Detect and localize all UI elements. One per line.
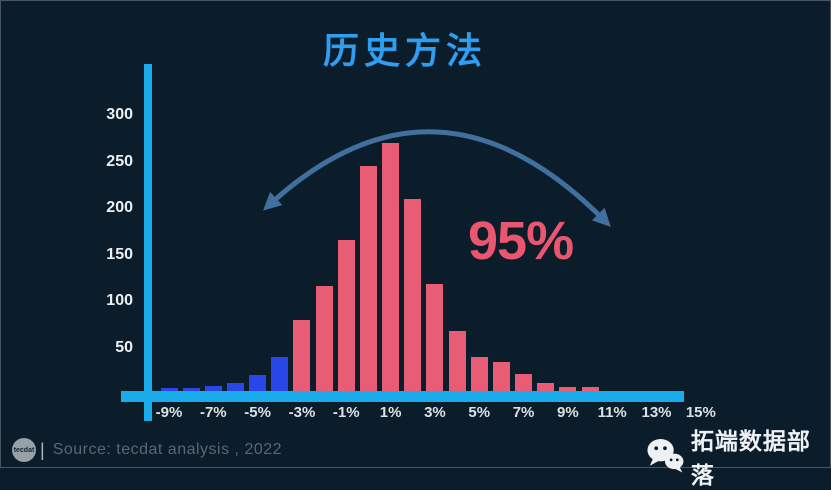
- y-axis-line: [144, 64, 152, 421]
- separator: |: [40, 439, 45, 460]
- wechat-badge: 拓端数据部落: [646, 422, 831, 490]
- histogram-bar: [448, 330, 466, 402]
- wechat-icon: [647, 438, 684, 473]
- x-tick-label: -1%: [332, 404, 360, 421]
- confidence-interval-arrow: [263, 129, 611, 227]
- y-tick-label: 250: [106, 152, 133, 170]
- x-tick-label: -9%: [155, 404, 183, 421]
- histogram-bar: [337, 239, 355, 402]
- y-tick-label: 200: [106, 199, 133, 216]
- x-tick-label: -5%: [244, 404, 271, 421]
- chart-title: 历史方法: [322, 30, 487, 71]
- arc-path: [263, 129, 611, 227]
- tecdat-logo-text: tecdat: [13, 446, 35, 454]
- plot-area: 历史方法 50 100 150 200 250 300 -9% -7% -5% -3% -1% 1%…: [106, 30, 716, 421]
- x-tick-label: 11%: [597, 404, 627, 421]
- x-tick-label: 7%: [512, 404, 535, 421]
- histogram-bar: [404, 198, 422, 402]
- x-tick-label: 9%: [557, 404, 579, 421]
- tecdat-logo: tecdat: [12, 438, 36, 462]
- x-tick-label: 15%: [685, 404, 716, 421]
- x-tick-label: 1%: [379, 404, 402, 421]
- wechat-account-name: 拓端数据部落: [690, 428, 811, 488]
- source-bar: tecdat | Source: tecdat analysis , 2022: [12, 438, 282, 462]
- x-tick-label: -3%: [288, 404, 316, 421]
- x-axis-line: [121, 391, 684, 402]
- confidence-label: 95%: [468, 211, 574, 271]
- histogram-bar: [426, 284, 444, 402]
- y-tick-label: 300: [106, 106, 133, 123]
- y-tick-label: 150: [106, 245, 133, 263]
- x-tick-label: -7%: [199, 404, 227, 421]
- x-tick-label: 3%: [424, 404, 446, 421]
- y-tick-label: 50: [115, 338, 133, 356]
- histogram-bar: [315, 286, 333, 402]
- histogram-bar: [293, 319, 311, 402]
- histogram-bar: [271, 356, 289, 402]
- source-text: Source: tecdat analysis , 2022: [52, 441, 283, 458]
- histogram-bar: [470, 356, 488, 402]
- x-tick-label: 5%: [468, 404, 491, 421]
- y-tick-label: 100: [106, 292, 133, 309]
- x-tick-label: 13%: [641, 404, 672, 421]
